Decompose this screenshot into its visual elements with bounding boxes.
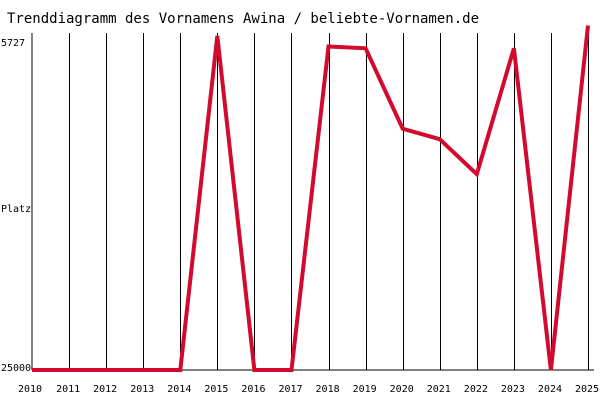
x-tick-2021: 2021	[427, 384, 451, 395]
x-tick-2015: 2015	[204, 384, 228, 395]
x-tick-2019: 2019	[353, 384, 377, 395]
x-tick-2024: 2024	[538, 384, 562, 395]
x-tick-2023: 2023	[501, 384, 525, 395]
x-tick-2020: 2020	[390, 384, 414, 395]
x-tick-labels: 2010 2011 2012 2013 2014 2015 2016 2017 2018 2019…	[18, 384, 599, 395]
x-tick-2025: 2025	[575, 384, 599, 395]
series-line-group	[31, 25, 590, 372]
series-line-0	[32, 25, 590, 372]
x-tick-2017: 2017	[278, 384, 302, 395]
y-top-label: 5727	[1, 38, 25, 49]
x-tick-2013: 2013	[130, 384, 154, 395]
x-tick-2018: 2018	[316, 384, 340, 395]
y-axis-label: Platz	[1, 204, 31, 215]
y-bottom-label: 25000	[1, 363, 31, 374]
x-tick-2022: 2022	[464, 384, 488, 395]
x-tick-2010: 2010	[18, 384, 42, 395]
x-tick-2011: 2011	[56, 384, 80, 395]
plot-frame	[31, 33, 594, 371]
chart-title: Trenddiagramm des Vornamens Awina / beli…	[7, 11, 479, 27]
x-tick-2014: 2014	[167, 384, 191, 395]
x-tick-2016: 2016	[241, 384, 265, 395]
grid-lines	[69, 33, 589, 370]
x-tick-2012: 2012	[93, 384, 117, 395]
